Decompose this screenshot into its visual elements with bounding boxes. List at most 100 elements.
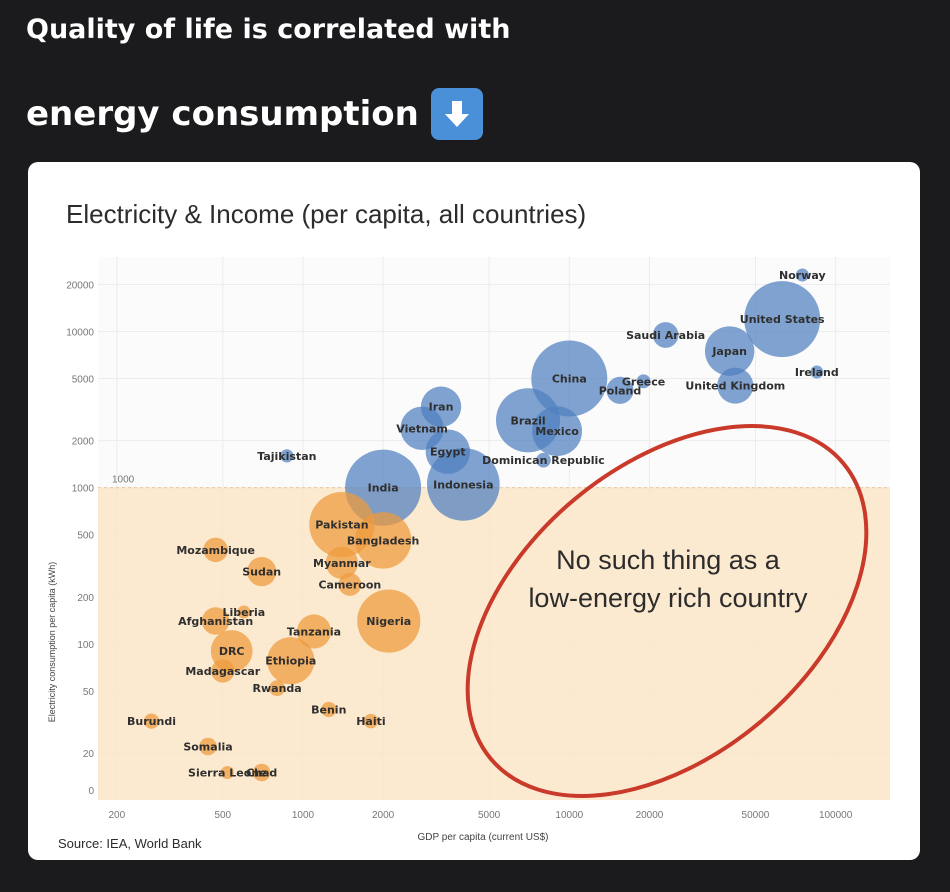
country-label: Liberia <box>223 606 266 619</box>
country-label: Tanzania <box>287 625 341 638</box>
data-point <box>420 386 462 427</box>
data-point <box>354 512 412 569</box>
country-label: Myanmar <box>313 557 371 570</box>
country-label: Madagascar <box>185 665 260 678</box>
data-point <box>704 326 755 376</box>
x-tick-label: 10000 <box>555 810 583 821</box>
data-point <box>220 766 234 780</box>
country-label: Mexico <box>535 425 579 438</box>
data-point <box>325 546 359 580</box>
y-tick-label: 20000 <box>66 280 94 291</box>
data-point <box>363 713 379 729</box>
country-label: DRC <box>219 645 245 658</box>
chart-card: Electricity & Income (per capita, all co… <box>28 162 920 860</box>
y-tick-label: 1000 <box>72 484 95 495</box>
annotation-line-1: No such thing as a <box>556 545 781 575</box>
data-point <box>532 406 583 457</box>
country-label: Burundi <box>127 715 176 728</box>
country-label: Poland <box>599 384 642 397</box>
country-label: Somalia <box>183 741 232 754</box>
country-label: Pakistan <box>315 519 368 532</box>
chart-title: Electricity & Income (per capita, all co… <box>66 199 586 229</box>
highlight-ellipse <box>465 424 869 798</box>
x-tick-label: 2000 <box>372 810 395 821</box>
data-point <box>744 281 821 358</box>
annotation-line-2: low-energy rich country <box>528 583 808 613</box>
x-tick-label: 200 <box>108 810 125 821</box>
data-point <box>636 374 651 389</box>
data-point <box>211 659 235 683</box>
y-tick-label: 20 <box>83 749 95 760</box>
country-label: India <box>368 482 399 495</box>
country-label: Rwanda <box>253 682 302 695</box>
country-label: Brazil <box>510 414 545 427</box>
data-point <box>606 376 634 404</box>
country-label: United Kingdom <box>685 380 785 393</box>
x-tick-label: 50000 <box>742 810 770 821</box>
y-tick-label: 5000 <box>72 375 95 386</box>
data-point <box>143 713 160 729</box>
country-label: Vietnam <box>396 422 448 435</box>
country-label: Indonesia <box>433 478 493 491</box>
data-point <box>203 537 228 563</box>
post-headline-text: energy consumption <box>26 94 419 134</box>
country-label: Sierra Leone <box>188 767 267 780</box>
y-tick-label: 100 <box>77 640 94 651</box>
data-point <box>652 322 679 348</box>
data-point <box>338 573 362 596</box>
x-tick-label: 20000 <box>636 810 664 821</box>
country-label: Ethiopia <box>265 655 316 668</box>
country-label: Chad <box>246 767 277 780</box>
data-point <box>199 737 217 756</box>
data-point <box>247 557 277 587</box>
data-point <box>795 268 809 282</box>
data-point <box>252 763 271 782</box>
data-point <box>201 607 230 635</box>
country-label: Nigeria <box>366 615 411 628</box>
y-tick-label: 2000 <box>72 437 95 448</box>
country-label: Cameroon <box>318 578 381 591</box>
country-label: Tajikistan <box>257 450 316 463</box>
data-point <box>810 365 824 379</box>
country-label: Mozambique <box>176 544 255 557</box>
country-label: Ireland <box>795 366 839 379</box>
country-label: Bangladesh <box>347 534 419 547</box>
country-label: United States <box>740 313 825 326</box>
country-label: Dominican Republic <box>482 454 605 467</box>
data-point <box>280 449 294 463</box>
country-label: Haiti <box>356 715 385 728</box>
x-axis-label: GDP per capita (current US$) <box>418 832 549 843</box>
data-point <box>357 589 421 653</box>
country-label: Sudan <box>242 566 281 579</box>
data-point <box>296 614 332 649</box>
x-tick-label: 100000 <box>819 810 853 821</box>
y-tick-label: 500 <box>77 531 94 542</box>
y-tick-label: 50 <box>83 687 95 698</box>
down-arrow-icon <box>430 88 483 140</box>
y-tick-label-zero: 0 <box>88 786 94 797</box>
data-point <box>717 367 754 404</box>
data-point <box>536 452 551 468</box>
y-tick-label: 200 <box>77 593 94 604</box>
country-label: Afghanistan <box>178 615 253 628</box>
x-tick-label: 1000 <box>292 810 315 821</box>
data-point <box>321 701 337 718</box>
country-label: Norway <box>779 269 826 282</box>
data-point <box>267 637 315 685</box>
threshold-label: 1000 <box>112 475 135 486</box>
scatter-chart: Electricity & Income (per capita, all co… <box>47 199 890 851</box>
country-label: Egypt <box>430 446 466 459</box>
y-tick-label: 10000 <box>66 328 94 339</box>
y-axis-label: Electricity consumption per capita (kWh) <box>47 562 57 723</box>
x-tick-label: 500 <box>214 810 231 821</box>
country-label: Benin <box>311 703 346 716</box>
post-headline-line-2: energy consumption <box>26 88 483 140</box>
country-label: China <box>552 373 587 386</box>
country-label: Iran <box>429 401 454 414</box>
data-point <box>269 680 286 697</box>
country-label: Greece <box>622 375 665 388</box>
source-note: Source: IEA, World Bank <box>58 836 202 851</box>
data-point <box>237 605 251 619</box>
country-label: Japan <box>711 345 747 358</box>
post-headline-line-1: Quality of life is correlated with <box>26 14 511 45</box>
